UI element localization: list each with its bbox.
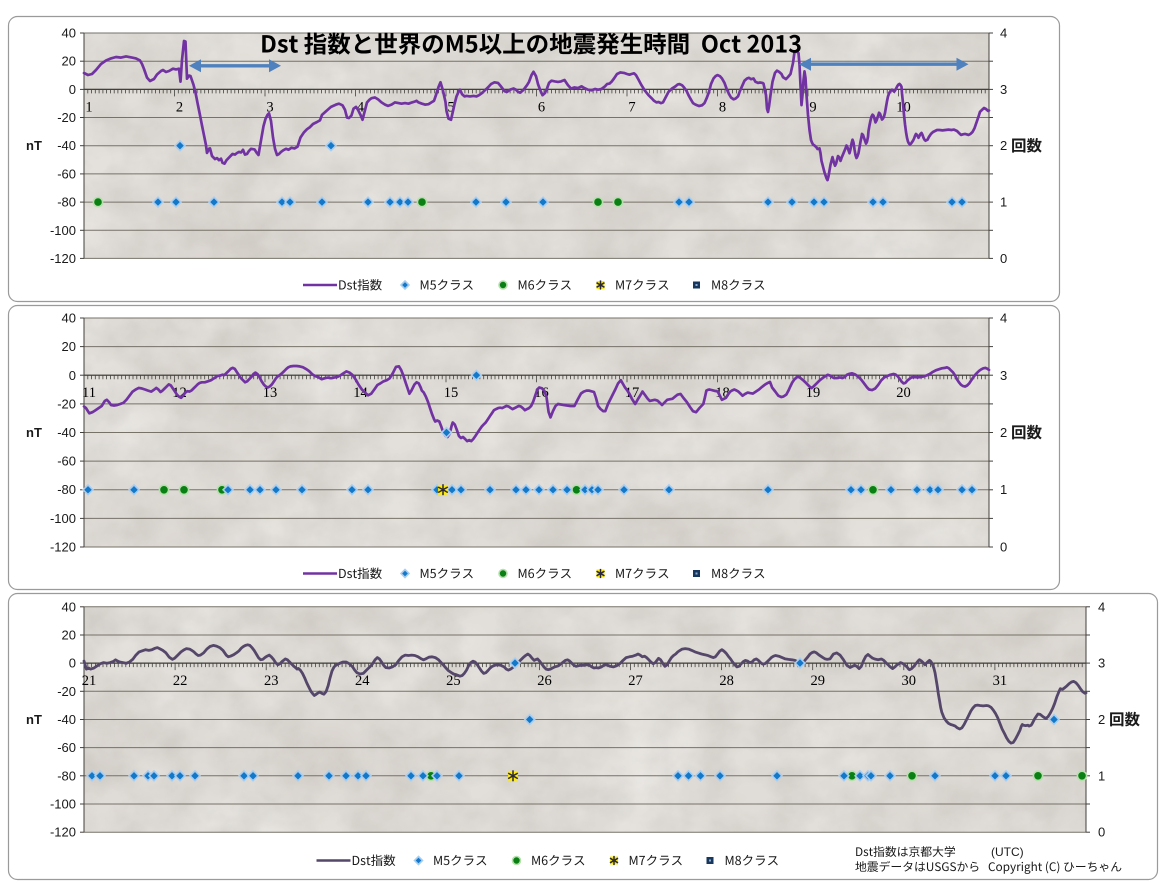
svg-text:0: 0 <box>69 82 76 97</box>
svg-text:nT: nT <box>26 138 42 153</box>
svg-text:0: 0 <box>69 656 76 671</box>
svg-text:23: 23 <box>264 673 279 689</box>
svg-text:17: 17 <box>625 385 640 401</box>
svg-text:1: 1 <box>1000 195 1007 210</box>
svg-text:-60: -60 <box>57 454 76 469</box>
svg-text:-20: -20 <box>57 396 76 411</box>
svg-text:21: 21 <box>82 673 97 689</box>
svg-text:4: 4 <box>1000 26 1007 41</box>
svg-text:15: 15 <box>444 385 459 401</box>
svg-text:40: 40 <box>62 599 76 614</box>
svg-text:20: 20 <box>62 54 76 69</box>
svg-text:19: 19 <box>806 385 821 401</box>
svg-text:-80: -80 <box>57 482 76 497</box>
svg-text:31: 31 <box>993 673 1008 689</box>
svg-text:40: 40 <box>62 26 76 41</box>
svg-text:2: 2 <box>176 99 183 115</box>
svg-text:-100: -100 <box>50 797 76 812</box>
svg-text:0: 0 <box>1000 251 1007 266</box>
svg-text:8: 8 <box>719 99 726 115</box>
svg-text:-40: -40 <box>57 425 76 440</box>
svg-text:1: 1 <box>1098 768 1105 783</box>
svg-text:0: 0 <box>69 368 76 383</box>
svg-text:24: 24 <box>355 673 370 689</box>
svg-text:1: 1 <box>1000 482 1007 497</box>
svg-text:-80: -80 <box>57 768 76 783</box>
svg-text:26: 26 <box>537 673 552 689</box>
svg-text:5: 5 <box>447 99 454 115</box>
svg-text:-40: -40 <box>57 138 76 153</box>
svg-text:2: 2 <box>1098 712 1105 727</box>
svg-text:4: 4 <box>1098 599 1105 614</box>
svg-text:3: 3 <box>1000 368 1007 383</box>
svg-text:-60: -60 <box>57 740 76 755</box>
svg-text:25: 25 <box>446 673 461 689</box>
svg-text:28: 28 <box>719 673 734 689</box>
svg-text:20: 20 <box>62 628 76 643</box>
svg-text:13: 13 <box>263 385 278 401</box>
svg-text:-100: -100 <box>50 223 76 238</box>
svg-text:30: 30 <box>902 673 917 689</box>
svg-text:-120: -120 <box>50 825 76 840</box>
svg-text:-100: -100 <box>50 511 76 526</box>
svg-text:-20: -20 <box>57 110 76 125</box>
svg-text:9: 9 <box>809 99 816 115</box>
svg-text:0: 0 <box>1000 540 1007 555</box>
svg-text:22: 22 <box>173 673 188 689</box>
svg-text:20: 20 <box>62 339 76 354</box>
svg-text:nT: nT <box>26 425 42 440</box>
svg-text:20: 20 <box>896 385 911 401</box>
svg-text:29: 29 <box>810 673 825 689</box>
svg-text:40: 40 <box>62 311 76 326</box>
svg-text:2: 2 <box>1000 425 1007 440</box>
svg-text:3: 3 <box>266 99 273 115</box>
svg-text:3: 3 <box>1000 82 1007 97</box>
svg-text:7: 7 <box>628 99 635 115</box>
svg-text:2: 2 <box>1000 138 1007 153</box>
svg-text:11: 11 <box>82 385 96 401</box>
svg-text:0: 0 <box>1098 825 1105 840</box>
svg-text:-80: -80 <box>57 195 76 210</box>
svg-text:1: 1 <box>85 99 92 115</box>
svg-text:-20: -20 <box>57 684 76 699</box>
svg-text:4: 4 <box>357 99 365 115</box>
svg-text:(UTC): (UTC) <box>991 845 1024 859</box>
svg-text:-120: -120 <box>50 251 76 266</box>
svg-text:6: 6 <box>538 99 545 115</box>
svg-text:-60: -60 <box>57 166 76 181</box>
svg-text:27: 27 <box>628 673 643 689</box>
svg-text:3: 3 <box>1098 656 1105 671</box>
svg-text:-120: -120 <box>50 540 76 555</box>
svg-text:nT: nT <box>26 712 42 727</box>
svg-text:14: 14 <box>353 385 368 401</box>
svg-text:-40: -40 <box>57 712 76 727</box>
svg-text:4: 4 <box>1000 311 1007 326</box>
